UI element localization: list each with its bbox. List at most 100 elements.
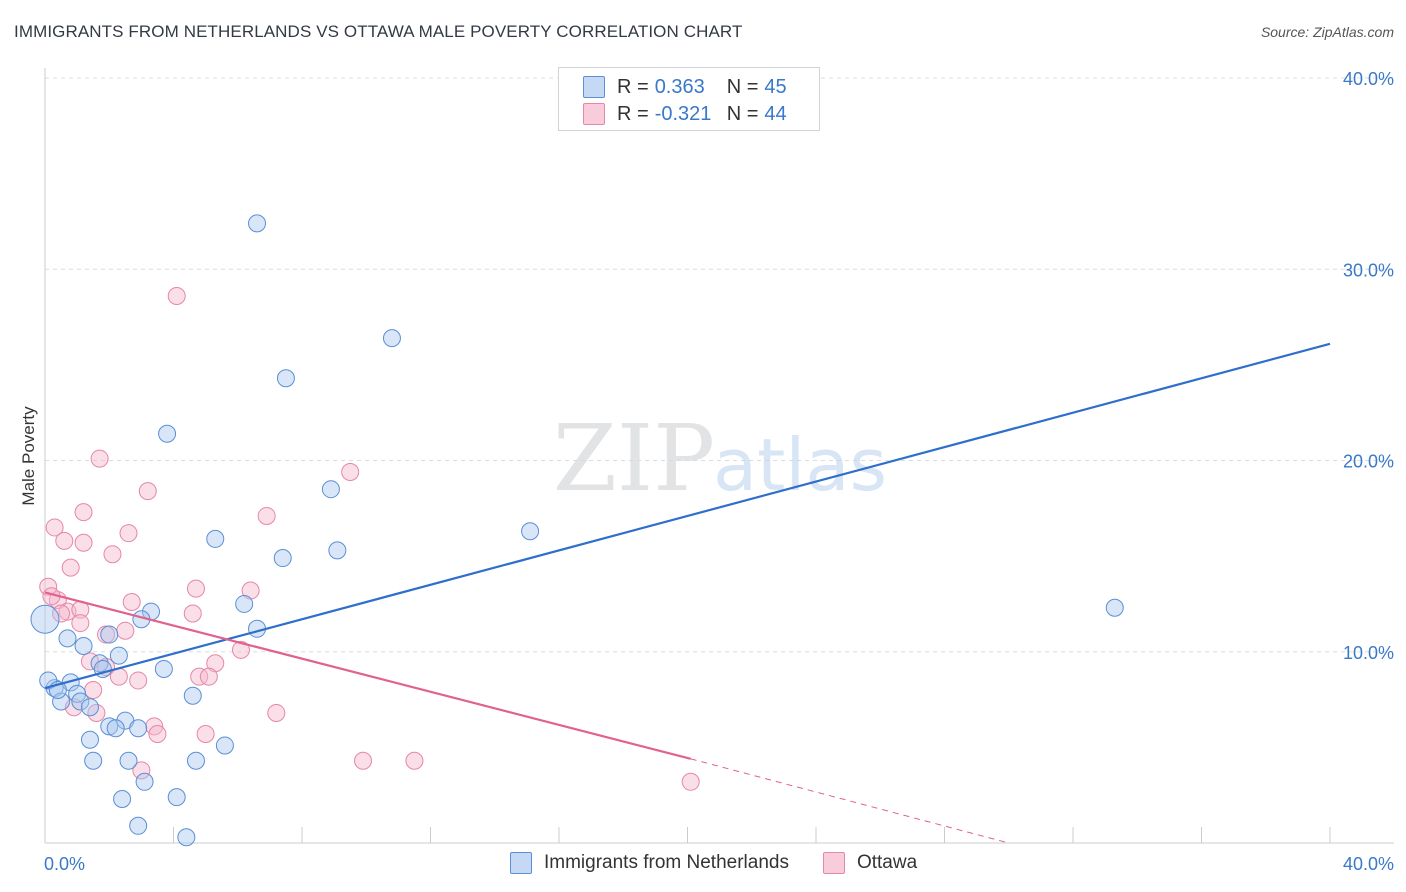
data-point-netherlands: [215, 736, 234, 755]
data-point-ottawa: [55, 531, 74, 550]
legend-swatch-pink: [822, 852, 845, 874]
data-point-netherlands: [80, 730, 99, 749]
data-point-netherlands: [129, 816, 148, 835]
data-point-netherlands: [109, 646, 128, 665]
data-point-ottawa: [190, 667, 209, 686]
data-point-netherlands: [186, 751, 205, 770]
data-point-netherlands: [158, 424, 177, 443]
data-point-ottawa: [257, 506, 276, 525]
legend-n-label: N =: [726, 75, 759, 98]
data-point-netherlands: [100, 625, 119, 644]
data-point-netherlands: [167, 788, 186, 807]
data-point-netherlands: [39, 671, 58, 690]
data-point-netherlands: [276, 369, 295, 388]
source-label: Source: ZipAtlas.com: [1260, 24, 1394, 40]
legend-swatch-blue: [583, 76, 605, 98]
data-point-ottawa: [103, 545, 122, 564]
series-legend: Immigrants from Netherlands Ottawa: [510, 852, 951, 874]
gridlines: [45, 77, 1394, 653]
legend-r-label: R =: [617, 102, 649, 125]
data-point-ottawa: [116, 621, 135, 640]
data-point-ottawa: [45, 518, 64, 537]
legend-swatch-pink: [583, 103, 605, 125]
y-tick-label: 30.0%: [1343, 260, 1394, 280]
data-point-netherlands: [382, 329, 401, 348]
data-point-ottawa: [71, 614, 90, 633]
data-point-ottawa: [90, 449, 109, 468]
data-point-netherlands: [80, 698, 99, 717]
data-point-ottawa: [183, 604, 202, 623]
trendlines: [44, 342, 1331, 844]
data-point-netherlands: [321, 480, 340, 499]
data-point-ottawa: [267, 703, 286, 722]
watermark: ZIP atlas: [553, 405, 887, 512]
data-point-netherlands: [119, 751, 138, 770]
y-axis-label: Male Poverty: [19, 406, 38, 506]
data-point-netherlands: [177, 828, 196, 847]
data-point-ottawa: [186, 579, 205, 598]
data-point-ottawa: [119, 524, 138, 543]
data-point-ottawa: [148, 724, 167, 743]
data-point-ottawa: [196, 724, 215, 743]
data-point-ottawa: [138, 482, 157, 501]
data-point-ottawa: [132, 761, 151, 780]
data-point-netherlands: [1105, 598, 1124, 617]
legend-swatch-blue: [510, 852, 532, 874]
legend-r-value: -0.321: [654, 102, 712, 125]
legend-label-ottawa: Ottawa: [856, 852, 918, 873]
legend-n-label: N =: [726, 102, 759, 125]
data-point-netherlands: [90, 654, 109, 673]
data-point-netherlands: [135, 772, 154, 791]
data-point-ottawa: [74, 533, 93, 552]
legend-row-ottawa: R = -0.321 N = 44: [583, 102, 787, 126]
data-point-netherlands: [248, 214, 267, 233]
axis-labels: 10.0% 20.0% 30.0% 40.0% 0.0% 40.0% Male Povert…: [19, 69, 1394, 874]
y-tick-label: 10.0%: [1343, 643, 1394, 663]
data-point-ottawa: [39, 577, 58, 596]
data-point-ottawa: [354, 751, 373, 770]
data-point-netherlands: [183, 686, 202, 705]
y-tick-label: 20.0%: [1343, 452, 1394, 472]
data-point-netherlands: [52, 692, 71, 711]
legend-item-ottawa: Ottawa: [822, 852, 918, 874]
data-point-netherlands: [113, 790, 132, 809]
chart-title: IMMIGRANTS FROM NETHERLANDS VS OTTAWA MA…: [14, 22, 743, 41]
x-tick-label: 0.0%: [44, 854, 85, 874]
legend-r-value: 0.363: [654, 75, 705, 98]
data-point-netherlands: [154, 659, 173, 678]
data-point-ottawa: [199, 667, 218, 686]
data-point-netherlands: [71, 692, 90, 711]
data-point-netherlands: [100, 717, 119, 736]
axes: [44, 68, 1394, 844]
x-tick-label: 40.0%: [1343, 854, 1394, 874]
data-point-ottawa: [681, 772, 700, 791]
correlation-legend: R = 0.363 N = 45 R = -0.321 N = 44: [558, 67, 820, 131]
trendline-ottawa: [44, 591, 691, 760]
data-point-ottawa: [52, 604, 71, 623]
legend-n-value: 45: [764, 75, 787, 98]
legend-r-label: R =: [617, 75, 649, 98]
data-point-netherlands: [84, 751, 103, 770]
data-point-ottawa: [405, 751, 424, 770]
data-point-netherlands: [273, 549, 292, 568]
data-point-netherlands: [106, 719, 125, 738]
data-point-netherlands: [129, 719, 148, 738]
data-point-ottawa: [122, 593, 141, 612]
data-point-netherlands: [74, 637, 93, 656]
data-point-ottawa: [341, 462, 360, 481]
data-point-netherlands: [30, 604, 60, 634]
legend-item-netherlands: Immigrants from Netherlands: [510, 852, 789, 874]
data-point-netherlands: [58, 629, 77, 648]
y-tick-label: 40.0%: [1343, 69, 1394, 89]
data-point-ottawa: [61, 558, 80, 577]
data-point-netherlands: [235, 594, 254, 613]
legend-label-netherlands: Immigrants from Netherlands: [544, 852, 789, 873]
watermark-zip: ZIP: [553, 405, 715, 512]
data-point-ottawa: [129, 671, 148, 690]
trendline-netherlands: [44, 342, 1331, 690]
data-point-netherlands: [328, 541, 347, 560]
watermark-atlas: atlas: [713, 423, 887, 507]
data-point-netherlands: [206, 529, 225, 548]
data-point-ottawa: [231, 640, 250, 659]
